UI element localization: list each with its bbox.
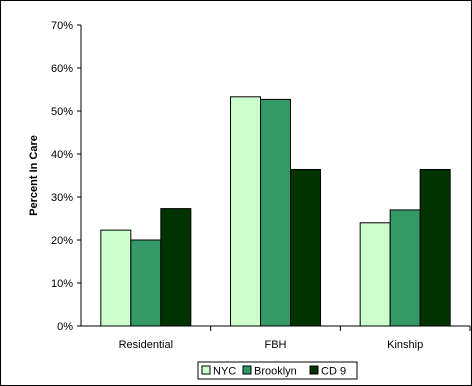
x-tick-label: FBH: [265, 339, 287, 351]
legend-swatch: [201, 365, 211, 375]
y-tick-label: 10%: [51, 278, 73, 290]
bar-nyc-fbh: [230, 96, 261, 327]
bar-brooklyn-residential: [130, 239, 162, 327]
y-tick-label: 40%: [51, 149, 73, 161]
legend-label: Brooklyn: [254, 366, 297, 378]
bar-cd-9-fbh: [290, 168, 321, 327]
bar-cd-9-residential: [160, 208, 192, 327]
bars: [100, 96, 451, 327]
x-tick-label: Residential: [119, 339, 173, 351]
x-tick-label: Kinship: [387, 339, 423, 351]
y-tick-label: 0%: [57, 321, 73, 333]
y-tick-label: 20%: [51, 235, 73, 247]
tick-labels: 0% 10% 20% 30% 40% 50% 60% 70% Residential FBH Kin…: [51, 20, 423, 351]
y-tick-label: 60%: [51, 63, 73, 75]
legend: NYC Brooklyn CD 9: [197, 361, 358, 380]
bar-nyc-kinship: [359, 222, 391, 327]
y-tick-label: 70%: [51, 20, 73, 32]
y-tick-label: 30%: [51, 192, 73, 204]
bar-brooklyn-fbh: [260, 98, 291, 327]
y-axis-title: Percent In Care: [28, 135, 40, 216]
bar-nyc-residential: [100, 229, 132, 327]
legend-label: CD 9: [321, 366, 346, 378]
bar-cd-9-kinship: [419, 168, 451, 327]
legend-swatch: [242, 365, 252, 375]
legend-label: NYC: [213, 366, 236, 378]
y-tick-label: 50%: [51, 106, 73, 118]
legend-swatch: [309, 365, 319, 375]
bar-brooklyn-kinship: [389, 209, 421, 327]
